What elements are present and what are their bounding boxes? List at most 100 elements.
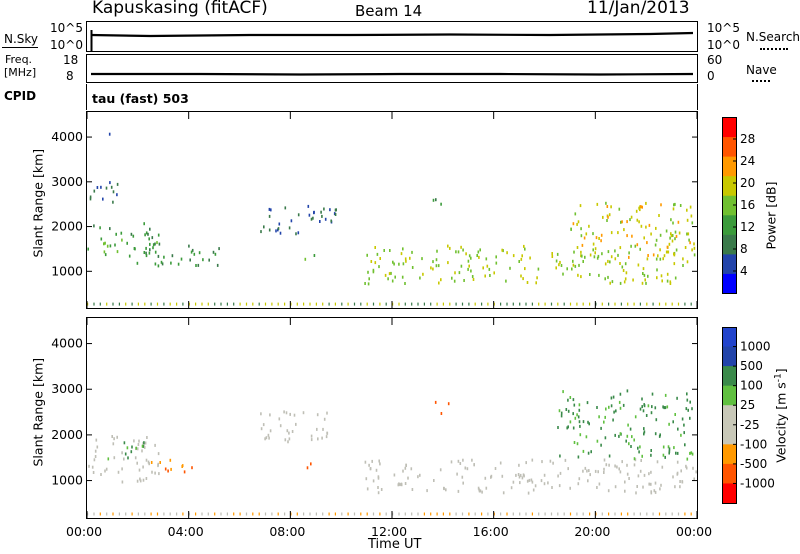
power-cell	[639, 302, 641, 306]
velocity-cell	[578, 477, 581, 481]
power-cell	[114, 243, 116, 247]
power-cell	[476, 254, 478, 257]
velocity-colorbar-segment	[722, 327, 736, 348]
velocity-cell	[582, 469, 584, 473]
power-cell	[121, 238, 123, 242]
ytick-label: 3000	[51, 381, 83, 396]
power-cell	[600, 233, 603, 237]
power-cell	[112, 302, 114, 306]
velocity-cell	[557, 512, 559, 516]
velocity-cell	[572, 398, 575, 402]
power-cell	[628, 255, 630, 259]
velocity-cell	[478, 489, 481, 493]
velocity-cell	[679, 480, 681, 483]
velocity-cell	[628, 477, 630, 480]
power-colorbar-segment	[722, 195, 736, 216]
velocity-cell	[578, 420, 581, 424]
power-cell	[161, 262, 164, 266]
velocity-cell	[567, 425, 569, 429]
nsky-label-rule	[2, 47, 38, 48]
velocity-cell	[613, 410, 615, 414]
power-cell	[264, 302, 267, 306]
power-cell	[659, 233, 662, 237]
velocity-cell	[564, 458, 567, 462]
velocity-cell	[567, 467, 569, 471]
velocity-cell	[523, 474, 525, 478]
velocity-cell	[141, 449, 143, 453]
velocity-cell	[558, 409, 561, 413]
power-cell	[643, 236, 645, 240]
velocity-cell	[123, 457, 125, 461]
power-colorbar: 4 8 12 16 20 24 28	[722, 117, 755, 294]
velocity-cell	[577, 415, 580, 419]
velocity-cell	[365, 477, 368, 481]
power-cell	[435, 258, 438, 262]
velocity-cell	[637, 474, 640, 478]
velocity-cell	[455, 512, 457, 516]
velocity-cell	[574, 416, 577, 420]
power-cell	[666, 245, 669, 249]
power-cell	[102, 197, 104, 201]
velocity-cell	[645, 414, 648, 417]
power-cell	[581, 254, 583, 258]
velocity-cell	[183, 470, 186, 474]
velocity-cell	[598, 482, 601, 486]
power-cell	[678, 231, 681, 235]
velocity-cell	[93, 458, 96, 462]
power-cell	[572, 263, 575, 267]
power-panel: 1000 2000 3000 4000	[51, 111, 698, 309]
velocity-cell	[662, 445, 665, 449]
power-cell	[93, 302, 95, 306]
power-cell	[177, 262, 180, 266]
velocity-cell	[117, 470, 120, 474]
velocity-cell	[590, 450, 592, 454]
velocity-cell	[150, 512, 152, 516]
velocity-cell	[399, 483, 401, 487]
velocity-cell	[302, 411, 305, 415]
velocity-cell	[530, 478, 533, 482]
power-cell	[619, 262, 621, 265]
velocity-cell	[137, 443, 140, 446]
velocity-cell	[531, 458, 534, 462]
velocity-cell	[285, 411, 288, 415]
velocity-cell	[260, 412, 262, 416]
power-cell	[392, 260, 394, 264]
power-cell	[632, 278, 634, 282]
power-cell	[623, 280, 626, 284]
power-colorbar-tick-label: 28	[740, 132, 755, 146]
power-cell	[609, 281, 611, 285]
velocity-cell	[626, 463, 628, 467]
power-cell	[608, 302, 610, 306]
power-cell	[569, 302, 572, 306]
power-cell	[645, 281, 647, 285]
velocity-cell	[512, 480, 515, 484]
velocity-colorbar-segment	[722, 385, 736, 406]
power-cell	[560, 264, 563, 267]
power-cell	[385, 302, 387, 306]
power-cell	[409, 256, 411, 260]
velocity-cell	[181, 464, 184, 468]
power-cell	[623, 228, 625, 232]
velocity-cell	[226, 512, 228, 516]
power-cell	[149, 242, 151, 246]
velocity-cell	[648, 482, 650, 486]
velocity-cell	[369, 467, 372, 471]
ytick-label: 2000	[51, 219, 83, 234]
power-colorbar-tick-label: 4	[740, 264, 748, 278]
power-cell	[105, 186, 108, 190]
power-cell	[484, 274, 486, 278]
power-cell	[582, 260, 584, 263]
velocity-cell	[626, 389, 629, 393]
power-cell	[432, 198, 435, 202]
velocity-cell	[404, 512, 406, 516]
velocity-cell	[586, 469, 588, 473]
power-cell	[658, 302, 661, 306]
velocity-cell	[619, 470, 622, 474]
velocity-cell	[371, 459, 373, 463]
power-cell	[313, 254, 316, 257]
power-cell	[585, 232, 588, 236]
velocity-cell	[587, 420, 589, 424]
velocity-cell	[144, 441, 147, 445]
nsky-trace	[90, 31, 694, 38]
velocity-cell	[462, 481, 464, 485]
